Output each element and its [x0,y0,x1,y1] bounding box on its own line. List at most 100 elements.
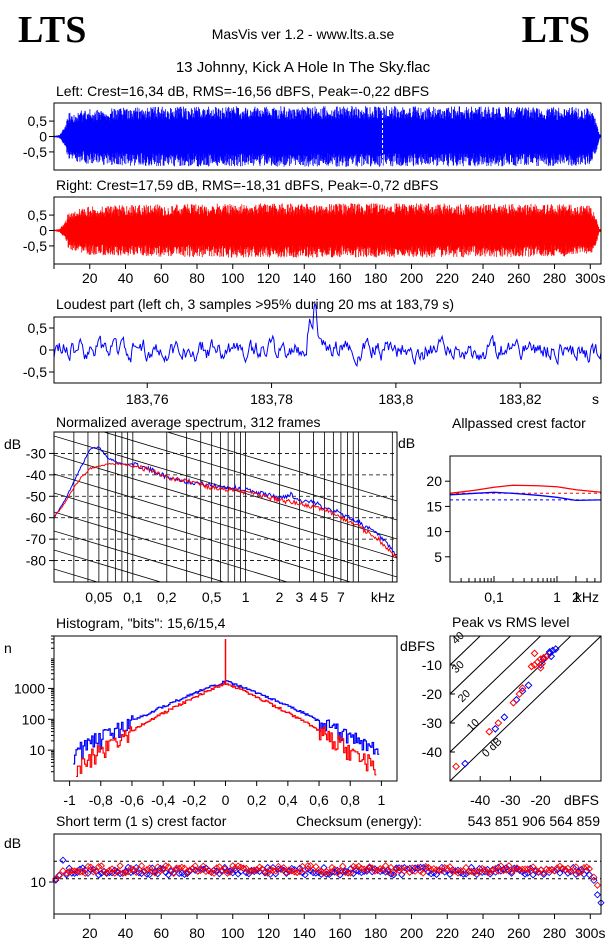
x-tick-label: 0,2 [247,792,267,808]
y-tick-label: 5 [434,549,442,565]
crest-point [328,863,336,872]
crest-point [210,869,218,877]
x-tick-label: 0,1 [123,589,143,605]
x-tick-label: 240 [471,925,495,941]
crest-point [384,868,392,876]
crest-point [478,868,486,877]
crest-point [116,862,124,870]
x-tick-label: 1 [553,589,561,605]
crest-point [301,871,309,879]
y-tick-label: -30 [422,715,442,731]
crest-point [465,868,473,876]
x-tick-label: 0,6 [309,792,329,808]
crest-point [566,867,575,876]
crest-point [400,867,409,875]
crest-point [199,862,207,870]
crest-point [516,866,524,874]
x-tick-label: -0,6 [120,792,144,808]
slope-line [54,511,289,582]
logo-right: LTS [521,9,590,51]
x-tick-label: 300s [575,925,605,941]
y-tick-label: 20 [426,473,442,489]
crest-point [336,867,344,875]
crest-point [580,864,588,872]
x-tick-label: 0,05 [85,589,112,605]
crest-point [296,867,304,876]
crest-point [507,867,516,876]
crest-point [448,868,457,876]
crest-point [119,869,127,877]
x-label: dBFS [564,792,599,808]
crest-point [352,864,360,872]
crest-point [293,868,301,877]
x-tick-label: 100 [221,925,245,941]
x-tick-label: 60 [153,925,169,941]
x-tick-label: 40 [118,925,134,941]
x-tick-label: -0,8 [89,792,113,808]
crest-diagonal-label: 20 [456,688,473,705]
crest-point [68,867,76,875]
y-tick-label: -80 [26,553,46,569]
crest-point [215,863,223,871]
x-tick-label: -20 [530,792,550,808]
crest-point [534,868,543,876]
crest-point [186,866,194,874]
x-tick-label: 0,1 [484,589,504,605]
crest-point [521,865,529,873]
crest-point [143,870,151,878]
x-tick-label: 260 [507,925,531,941]
crest-diagonal [450,636,481,666]
crest-point [194,867,202,875]
x-tick-label: 180 [364,925,388,941]
crest-point [339,868,347,876]
crest-point [103,868,111,877]
scatter-point [536,663,545,672]
crest-point [89,868,97,876]
crest-point [320,869,328,877]
chart-title: Normalized average spectrum, 312 frames [56,414,321,430]
crest-point [55,871,63,880]
crest-point [62,869,71,877]
y-tick-label: -40 [26,467,46,483]
y-tick-label: 15 [426,498,442,514]
crest-point [204,866,213,874]
y-tick-label: 10 [426,524,442,540]
crest-point [532,866,540,874]
crest-point [427,870,435,878]
y-label: n [4,640,12,656]
crest-point [575,869,583,877]
histogram-trace [73,680,380,765]
crest-point [296,864,304,872]
spectrum-trace [54,446,397,556]
x-tick-label: 0,2 [157,589,177,605]
crest-point [590,876,598,885]
x-tick-label: 260 [507,270,531,286]
crest-point [180,870,189,878]
crest-point [473,870,481,879]
y-tick-label: -30 [26,445,46,461]
spectrum-trace [54,462,397,558]
crest-point [462,863,470,872]
crest-diagonal-label: 40 [450,630,467,647]
y-tick-label: -20 [422,686,442,702]
x-tick-label: 1 [378,792,386,808]
slope-line [54,549,162,582]
x-tick-label: 220 [436,270,460,286]
crest-point [360,865,368,873]
crest-diagonal-label: 30 [450,659,467,676]
crest-point [419,869,427,877]
crest-point [524,869,532,877]
slope-line [54,530,226,582]
slope-line [54,454,397,559]
x-tick-label: 0,8 [340,792,360,808]
crest-point [188,864,197,873]
y-tick-label: 0,5 [28,113,48,129]
crest-point [180,864,189,872]
histogram-trace [76,682,377,778]
crest-point [223,869,232,877]
crest-point [556,869,564,877]
crest-point [446,863,454,871]
crest-point [510,866,518,874]
crest-diagonal [450,636,542,724]
